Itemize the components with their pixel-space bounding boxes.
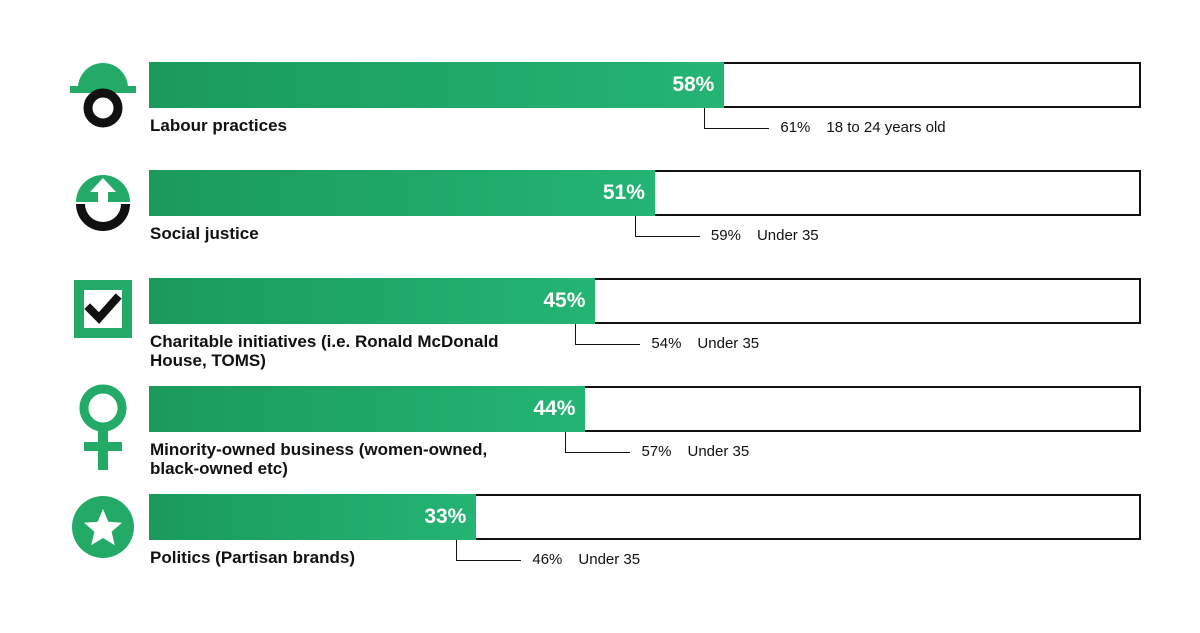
leader-line — [575, 324, 641, 345]
bar-value-label: 45% — [543, 289, 586, 312]
star-badge-icon — [70, 494, 136, 560]
bar — [149, 170, 655, 216]
female-symbol-icon — [70, 384, 136, 474]
bar — [149, 278, 596, 324]
subgroup-annotation: 46% Under 35 — [532, 551, 640, 569]
subgroup-value: 61% — [780, 119, 811, 136]
checkbox-icon — [70, 276, 136, 342]
raised-fist-icon — [70, 170, 136, 236]
bar — [149, 494, 477, 540]
bar — [149, 62, 725, 108]
category-label: Social justice — [150, 224, 259, 243]
chart-row: 33% Politics (Partisan brands) 46% Under 35 — [0, 494, 1200, 594]
subgroup-value: 54% — [651, 335, 682, 352]
chart-row: 44% Minority-owned business (women-owned,… — [0, 384, 1200, 486]
bar-value-label: 51% — [602, 181, 645, 204]
category-label: Charitable initiatives (i.e. Ronald McDo… — [150, 332, 499, 370]
subgroup-value: 57% — [641, 443, 672, 460]
category-label: Politics (Partisan brands) — [150, 548, 355, 567]
bar-value-label: 33% — [424, 505, 467, 528]
bar-value-label: 44% — [533, 397, 576, 420]
leader-line — [565, 432, 631, 453]
subgroup-value: 59% — [710, 227, 741, 244]
subgroup-annotation: 59% Under 35 — [711, 227, 819, 245]
leader-line — [456, 540, 522, 561]
chart-row: 58% Labour practices 61% 18 to 24 years old — [0, 62, 1200, 162]
subgroup-label: Under 35 — [578, 551, 641, 568]
subgroup-label: Under 35 — [697, 335, 760, 352]
bar — [149, 386, 586, 432]
hard-hat-icon — [70, 62, 136, 128]
subgroup-label: Under 35 — [687, 443, 750, 460]
category-label: Minority-owned business (women-owned, bl… — [150, 440, 488, 478]
subgroup-annotation: 54% Under 35 — [651, 335, 759, 353]
subgroup-annotation: 57% Under 35 — [641, 443, 749, 461]
subgroup-label: 18 to 24 years old — [826, 119, 946, 136]
subgroup-annotation: 61% 18 to 24 years old — [780, 119, 945, 137]
chart-row: 45% Charitable initiatives (i.e. Ronald M… — [0, 278, 1200, 378]
subgroup-label: Under 35 — [756, 227, 819, 244]
bar-value-label: 58% — [672, 73, 715, 96]
category-label: Labour practices — [150, 116, 287, 135]
leader-line — [704, 108, 770, 129]
leader-line — [634, 216, 700, 237]
subgroup-value: 46% — [532, 551, 563, 568]
chart-row: 51% Social justice 59% Under 35 — [0, 170, 1200, 270]
